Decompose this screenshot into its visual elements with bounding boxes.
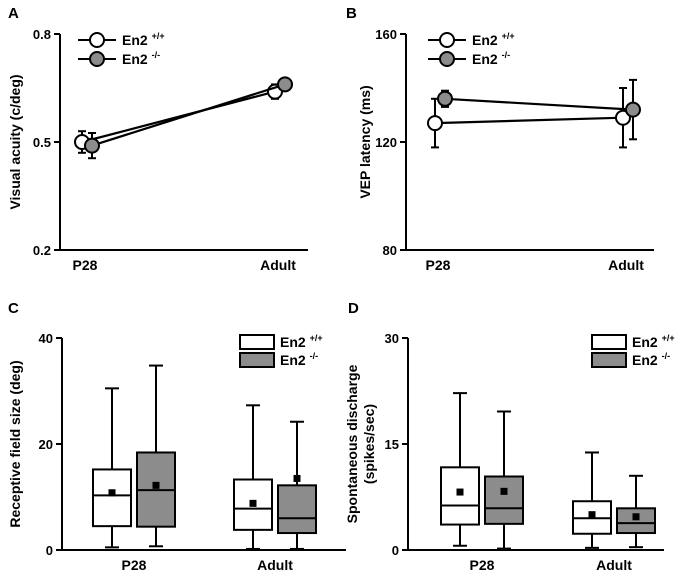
panel-letter: A xyxy=(8,5,19,22)
mean-marker xyxy=(108,489,116,497)
y-axis-label: Receptive field size (deg) xyxy=(7,360,23,527)
legend-name: En2 xyxy=(632,352,662,368)
y-tick-label: 30 xyxy=(385,331,399,346)
x-tick-label: P28 xyxy=(73,257,98,273)
y-axis-label-line: (spikes/sec) xyxy=(361,404,377,484)
panel-c: C 0 20 40 Receptive field size (deg) P28 Adult… xyxy=(7,300,346,573)
y-tick-label: 160 xyxy=(375,27,397,42)
mean-marker xyxy=(152,481,160,489)
legend-name: En2 xyxy=(280,352,310,368)
mean-marker xyxy=(249,499,257,507)
legend-sup: +/+ xyxy=(310,333,323,343)
legend-name: En2 xyxy=(280,334,310,350)
legend-label: En2 -/- xyxy=(122,50,160,67)
legend-sup: -/- xyxy=(662,351,671,361)
x-tick-label: P28 xyxy=(470,557,495,573)
legend-sup: -/- xyxy=(310,351,319,361)
x-tick-label: P28 xyxy=(122,557,147,573)
legend-label: En2 -/- xyxy=(632,351,670,368)
legend-swatch xyxy=(591,352,627,368)
legend-swatch xyxy=(591,334,627,350)
legend-marker xyxy=(439,32,455,48)
box xyxy=(484,475,524,525)
legend-sup: -/- xyxy=(152,50,161,60)
y-tick-label: 0 xyxy=(392,543,399,558)
legend-label: En2 +/+ xyxy=(122,31,165,48)
legend-label: En2 +/+ xyxy=(472,31,515,48)
y-axis-label: VEP latency (ms) xyxy=(357,85,373,198)
mean-marker xyxy=(632,513,640,521)
mean-marker xyxy=(500,487,508,495)
y-tick-label: 0.5 xyxy=(33,135,51,150)
legend-marker xyxy=(89,51,105,67)
y-axis-label: Visual acuity (c/deg) xyxy=(7,74,23,209)
panel-letter: D xyxy=(348,300,359,317)
data-point xyxy=(427,115,443,132)
series-line xyxy=(91,83,286,147)
box xyxy=(440,466,480,526)
y-axis-label: Spontaneous discharge(spikes/sec) xyxy=(344,364,377,523)
mean-marker xyxy=(293,474,301,482)
y-axis-label-line: Spontaneous discharge xyxy=(344,364,360,523)
legend-sup: +/+ xyxy=(662,333,675,343)
legend-name: En2 xyxy=(122,51,152,67)
data-point xyxy=(437,90,453,107)
legend-sup: -/- xyxy=(502,50,511,60)
series-line xyxy=(444,97,634,111)
y-tick-label: 40 xyxy=(39,331,53,346)
panel-a: A 0.2 0.5 0.8 Visual acuity (c/deg) P28 Adult E… xyxy=(7,5,308,273)
legend-name: En2 xyxy=(472,32,502,48)
y-tick-label: 120 xyxy=(375,135,397,150)
data-point xyxy=(84,137,100,154)
legend-name: En2 xyxy=(122,32,152,48)
y-tick-label: 0 xyxy=(46,543,53,558)
y-tick-label: 20 xyxy=(39,437,53,452)
data-point xyxy=(625,101,641,118)
x-tick-label: Adult xyxy=(260,257,296,273)
panel-letter: C xyxy=(8,300,19,317)
y-tick-label: 80 xyxy=(383,243,397,258)
x-tick-label: Adult xyxy=(257,557,293,573)
legend-name: En2 xyxy=(632,334,662,350)
x-tick-label: Adult xyxy=(596,557,632,573)
legend-marker xyxy=(89,32,105,48)
data-point xyxy=(277,76,293,93)
panel-d: D 0 15 30 Spontaneous discharge(spikes/sec) P… xyxy=(344,300,675,573)
x-tick-label: Adult xyxy=(608,257,644,273)
legend-sup: +/+ xyxy=(502,31,515,41)
box xyxy=(92,468,132,528)
x-tick-label: P28 xyxy=(426,257,451,273)
y-tick-label: 0.8 xyxy=(33,27,51,42)
legend-marker xyxy=(439,51,455,67)
series-line xyxy=(434,116,624,125)
y-tick-label: 15 xyxy=(385,437,399,452)
legend-label: En2 +/+ xyxy=(632,333,675,350)
legend-swatch xyxy=(239,334,275,350)
series-line xyxy=(81,90,276,144)
legend-label: En2 -/- xyxy=(280,351,318,368)
legend-label: En2 +/+ xyxy=(280,333,323,350)
legend-name: En2 xyxy=(472,51,502,67)
panel-letter: B xyxy=(346,5,357,22)
legend-swatch xyxy=(239,352,275,368)
box xyxy=(616,507,656,535)
panel-b: B 80 120 160 VEP latency (ms) P28 Adult En2 +/+… xyxy=(346,5,654,273)
legend-label: En2 -/- xyxy=(472,50,510,67)
legend-sup: +/+ xyxy=(152,31,165,41)
y-tick-label: 0.2 xyxy=(33,243,51,258)
mean-marker xyxy=(456,488,464,496)
box xyxy=(277,484,317,535)
mean-marker xyxy=(588,511,596,519)
